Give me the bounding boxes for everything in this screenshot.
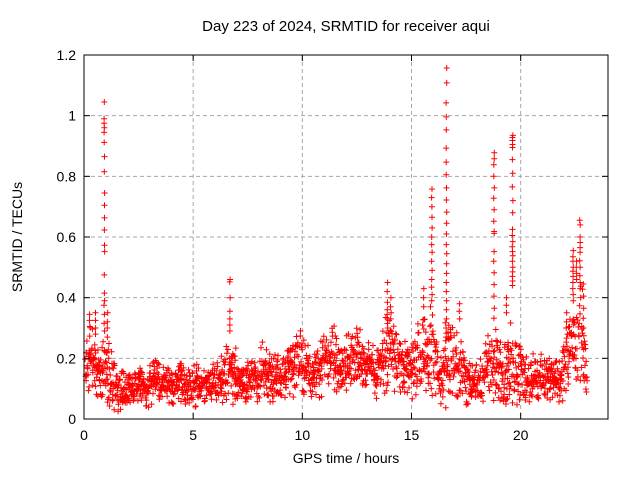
y-tick-label: 0 (68, 411, 76, 427)
x-tick-label: 20 (513, 427, 529, 443)
x-tick-label: 15 (404, 427, 420, 443)
x-tick-label: 5 (189, 427, 197, 443)
y-tick-label: 0.2 (57, 350, 77, 366)
y-tick-label: 1.2 (57, 47, 77, 63)
y-tick-label: 0.4 (57, 290, 77, 306)
y-tick-label: 0.8 (57, 168, 77, 184)
x-tick-labels: 0 5 10 15 20 (80, 427, 529, 443)
axis-ticks (83, 54, 608, 420)
y-tick-label: 0.6 (57, 229, 77, 245)
x-tick-label: 0 (80, 427, 88, 443)
y-axis-label: SRMTID / TECUs (9, 182, 25, 292)
x-tick-label: 10 (295, 427, 311, 443)
scatter-points (82, 65, 591, 415)
y-tick-labels: 0 0.2 0.4 0.6 0.8 1 1.2 (57, 47, 77, 427)
x-axis-label: GPS time / hours (293, 450, 400, 466)
chart-title: Day 223 of 2024, SRMTID for receiver aqu… (202, 18, 490, 35)
y-tick-label: 1 (68, 108, 76, 124)
srmtid-data-markers (82, 65, 591, 415)
